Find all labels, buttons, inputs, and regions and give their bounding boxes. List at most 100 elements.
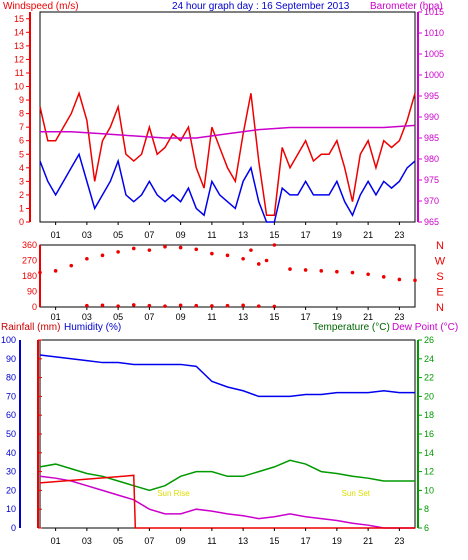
humidity-axis-tick-label: 90 [6, 354, 16, 364]
wind-axis-tick-label: 8 [19, 109, 24, 119]
barometer-axis-tick-label: 975 [424, 175, 439, 185]
direction-point [147, 248, 152, 252]
temperature-axis-tick-label: 18 [424, 410, 434, 420]
direction-point [69, 263, 74, 268]
direction-axis-tick-label: 270 [22, 256, 37, 266]
temperature-axis-tick-label: 26 [424, 335, 434, 345]
barometer-axis-tick-label: 980 [424, 154, 439, 164]
climate-x-tick-label: 11 [207, 536, 216, 546]
direction-x-tick-label: 01 [51, 312, 61, 322]
compass-label: S [436, 271, 443, 283]
humidity-axis-tick-label: 60 [6, 410, 16, 420]
compass-label: W [435, 256, 446, 268]
barometer-axis-tick-label: 1000 [424, 70, 444, 80]
direction-axis-tick-label: 180 [22, 271, 37, 281]
direction-point [241, 256, 245, 261]
climate-series-3 [39, 474, 415, 529]
direction-point [178, 303, 183, 308]
direction-x-tick-label: 19 [332, 312, 342, 322]
direction-point [381, 275, 386, 279]
wind-axis-tick-label: 15 [14, 14, 24, 24]
wind-x-tick-label: 09 [176, 230, 186, 240]
direction-point [147, 303, 152, 308]
wind-axis-tick-label: 12 [14, 54, 24, 64]
barometer-axis-tick-label: 995 [424, 91, 439, 101]
wind-axis-tick-label: 4 [19, 163, 24, 173]
wind-axis-tick-label: 3 [19, 176, 24, 186]
direction-point [85, 256, 89, 261]
climate-x-tick-label: 05 [113, 536, 123, 546]
direction-point [100, 303, 105, 308]
direction-point [53, 269, 58, 273]
barometer-axis-tick-label: 1015 [424, 7, 444, 17]
direction-point [163, 244, 167, 249]
temperature-axis-tick-label: 16 [424, 429, 434, 439]
direction-point [272, 243, 277, 247]
dewpoint-axis-title: Dew Point (°C) [392, 322, 458, 333]
climate-x-tick-label: 17 [301, 536, 311, 546]
temperature-axis-tick-label: 20 [424, 391, 434, 401]
direction-point [264, 258, 269, 263]
direction-point [116, 304, 120, 308]
wind-panel-series-0 [39, 90, 416, 216]
direction-point [288, 267, 292, 271]
compass-label: E [436, 287, 443, 299]
direction-point [272, 304, 277, 309]
sunrise-label: Sun Rise [157, 489, 190, 498]
direction-point [319, 269, 324, 273]
direction-point [256, 262, 261, 266]
barometer-axis-tick-label: 1010 [424, 28, 444, 38]
temperature-axis-tick-label: 8 [424, 504, 429, 514]
climate-x-tick-label: 13 [238, 536, 248, 546]
wind-x-tick-label: 15 [269, 230, 279, 240]
direction-point [38, 270, 42, 275]
temperature-axis-tick-label: 6 [424, 523, 429, 533]
direction-point [249, 248, 253, 252]
wind-x-tick-label: 03 [82, 230, 92, 240]
temperature-axis-tick-label: 24 [424, 354, 434, 364]
direction-x-tick-label: 05 [113, 312, 123, 322]
direction-x-tick-label: 23 [394, 312, 404, 322]
climate-x-tick-label: 09 [176, 536, 186, 546]
direction-point [225, 253, 230, 258]
humidity-axis-tick-label: 40 [6, 448, 16, 458]
wind-x-tick-label: 05 [113, 230, 123, 240]
rainfall-axis-title: Rainfall (mm) [1, 322, 60, 333]
wind-x-tick-label: 01 [51, 230, 61, 240]
climate-x-tick-label: 21 [363, 536, 373, 546]
direction-x-tick-label: 13 [238, 312, 248, 322]
humidity-axis-tick-label: 70 [6, 391, 16, 401]
direction-point [194, 303, 199, 308]
direction-point [100, 253, 105, 258]
direction-point [397, 277, 402, 282]
direction-point [335, 269, 339, 274]
wind-axis-tick-label: 14 [14, 27, 24, 37]
direction-point [350, 270, 355, 275]
direction-point [366, 272, 370, 277]
wind-panel-series-2 [40, 124, 416, 139]
humidity-axis-tick-label: 0 [11, 523, 16, 533]
direction-point [85, 303, 89, 308]
wind-plot-frame [39, 11, 416, 223]
direction-point [241, 303, 245, 308]
barometer-axis-title: Barometer (hpa) [370, 1, 443, 12]
wind-x-tick-label: 23 [394, 230, 404, 240]
direction-point [131, 246, 136, 251]
chart-drawing-layer: 0123456789101112131415965970975980985990… [1, 7, 446, 546]
wind-x-tick-label: 21 [363, 230, 373, 240]
temperature-axis-tick-label: 14 [424, 448, 434, 458]
wind-x-tick-label: 11 [207, 230, 216, 240]
barometer-axis-tick-label: 990 [424, 112, 439, 122]
wind-x-tick-label: 19 [332, 230, 342, 240]
direction-point [178, 245, 183, 250]
direction-axis-tick-label: 90 [27, 287, 37, 297]
humidity-axis-tick-label: 100 [1, 335, 16, 345]
wind-axis-tick-label: 0 [19, 217, 24, 227]
wind-axis-title: Windspeed (m/s) [3, 1, 79, 12]
wind-x-tick-label: 07 [144, 230, 154, 240]
barometer-axis-tick-label: 985 [424, 133, 439, 143]
wind-axis-tick-label: 7 [19, 122, 24, 132]
humidity-axis-tick-label: 50 [6, 429, 16, 439]
humidity-axis-title: Humidity (%) [64, 322, 121, 333]
direction-point [194, 247, 199, 252]
